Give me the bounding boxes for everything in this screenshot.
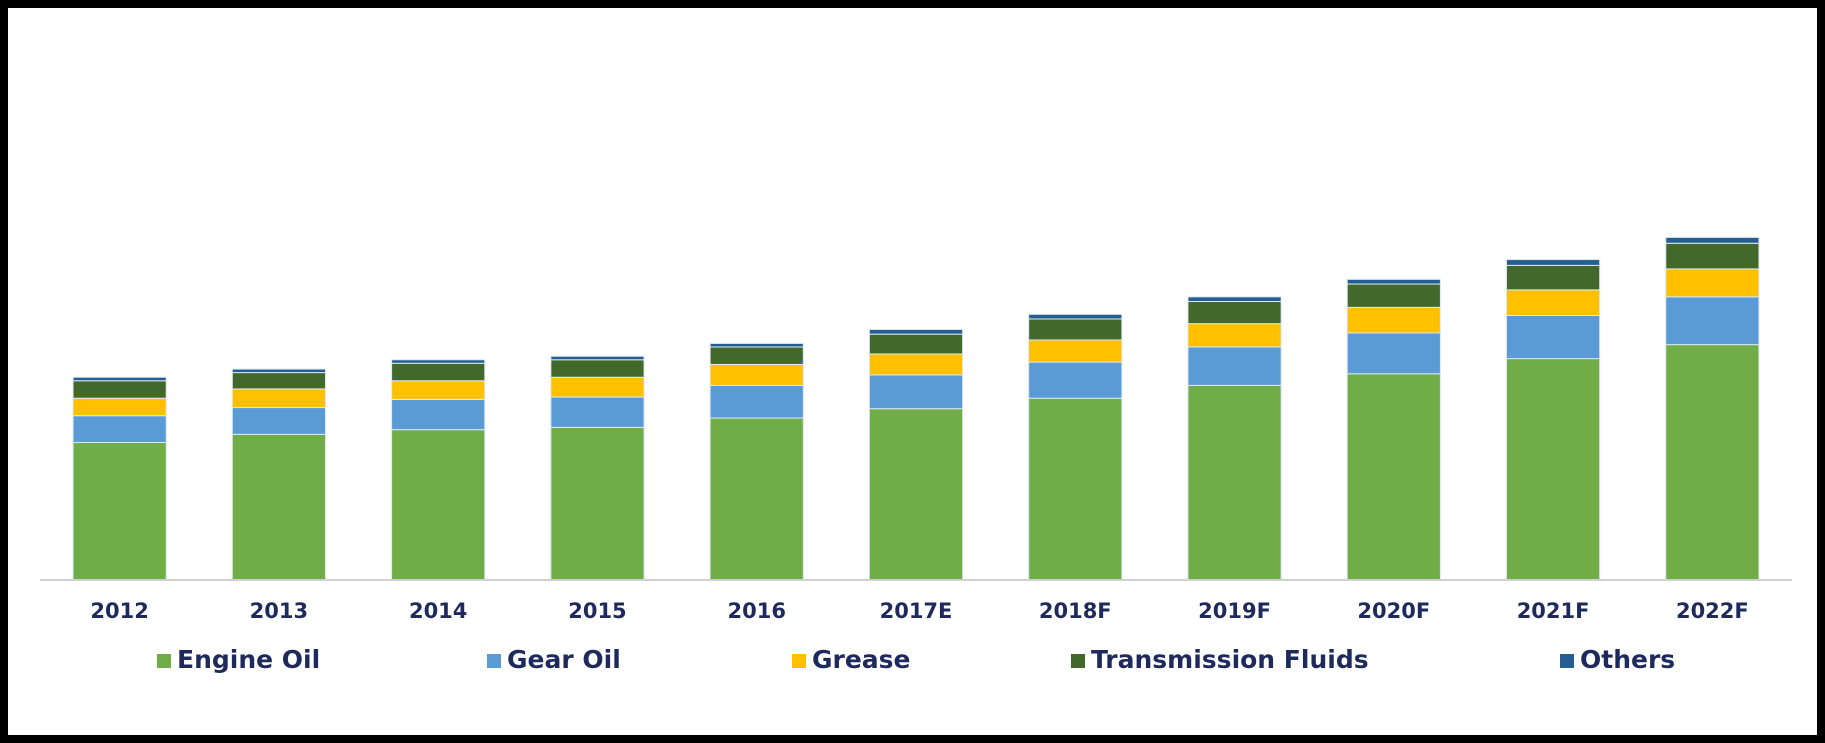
bar-segment (1506, 264, 1601, 291)
bar-segment (1346, 332, 1441, 375)
legend-swatch (1560, 654, 1574, 668)
bar-segment (550, 355, 645, 361)
bar-segment (868, 333, 964, 355)
legend-swatch (487, 654, 501, 668)
bar-segment (391, 380, 486, 400)
bar-segment (391, 429, 486, 581)
bar-segment (72, 380, 167, 399)
x-tick-label: 2013 (250, 599, 308, 623)
bar-segment (1187, 384, 1282, 581)
legend-swatch (157, 654, 171, 668)
bar-segment (1028, 339, 1123, 363)
bar-segment (709, 384, 804, 419)
x-tick-label: 2012 (90, 599, 148, 623)
bar-segment (550, 376, 645, 398)
bar-segment (1346, 283, 1441, 308)
bar-segment (1665, 236, 1760, 244)
bar-segment (1028, 361, 1123, 399)
bar-segment (868, 353, 964, 376)
bar-segment (391, 362, 486, 382)
bar-segment (231, 433, 326, 581)
bar-segment (1665, 296, 1760, 346)
bar-segment (1506, 259, 1601, 266)
bar-segment (72, 415, 167, 444)
bar-segment (72, 397, 167, 417)
legend-label: Gear Oil (507, 645, 621, 674)
bar-segment (72, 442, 167, 581)
bar-segment (391, 398, 486, 431)
x-tick-label: 2022F (1676, 599, 1749, 623)
legend-label: Transmission Fluids (1091, 645, 1369, 674)
bar-segment (1665, 344, 1760, 581)
bar-segment (1187, 346, 1282, 386)
bar-segment (1506, 289, 1601, 316)
x-tick-label: 2015 (568, 599, 626, 623)
bar-segment (231, 407, 326, 435)
bar-segment (550, 426, 645, 581)
bar-segment (709, 346, 804, 365)
bar-segment (1187, 301, 1282, 325)
x-tick-label: 2014 (409, 599, 467, 623)
x-tick-label: 2016 (728, 599, 786, 623)
bar-segment (1346, 278, 1441, 285)
x-tick-label: 2019F (1198, 599, 1271, 623)
legend-swatch (1071, 654, 1085, 668)
bar-segment (709, 417, 804, 581)
legend-swatch (792, 654, 806, 668)
x-tick-label: 2021F (1517, 599, 1590, 623)
bar-segment (1346, 306, 1441, 334)
bar-segment (550, 396, 645, 428)
legend-label: Engine Oil (177, 645, 320, 674)
bar-segment (868, 408, 964, 581)
bar-segment (550, 359, 645, 378)
bar-segment (1028, 318, 1123, 341)
x-tick-label: 2020F (1357, 599, 1430, 623)
bar-segment (1506, 314, 1601, 360)
bar-segment (1187, 323, 1282, 348)
bar-segment (1665, 242, 1760, 270)
bar-segment (231, 372, 326, 390)
legend-label: Others (1580, 645, 1675, 674)
bar-segment (1506, 358, 1601, 581)
x-tick-label: 2018F (1039, 599, 1112, 623)
bar-segment (231, 388, 326, 409)
bar-segment (709, 342, 804, 348)
bar-segment (391, 359, 486, 364)
bar-segment (1028, 397, 1123, 581)
x-tick-label: 2017E (880, 599, 953, 623)
bar-segment (1665, 268, 1760, 298)
bar-segment (868, 328, 964, 335)
bar-segment (1346, 373, 1441, 581)
bar-segment (1187, 296, 1282, 303)
bar-segment (709, 363, 804, 386)
bar-segment (72, 376, 167, 382)
legend-label: Grease (812, 645, 911, 674)
bar-segment (231, 368, 326, 374)
bar-segment (868, 374, 964, 410)
bar-segment (1028, 313, 1123, 320)
